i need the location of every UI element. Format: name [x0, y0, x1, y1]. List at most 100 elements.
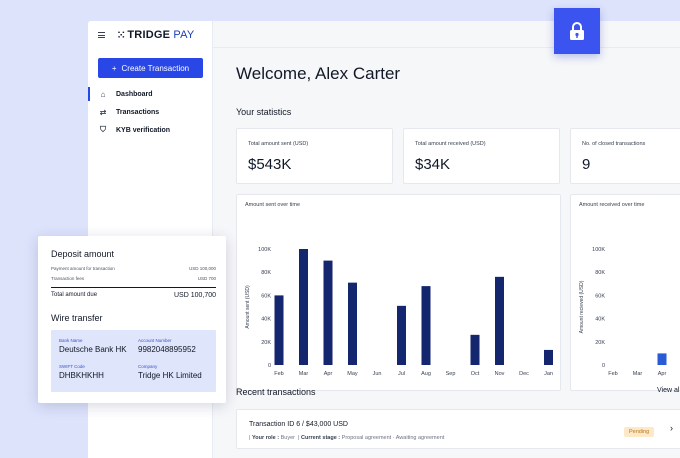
x-tick-label: Jan — [544, 371, 553, 377]
deposit-row: Transaction fees USD 700 — [51, 276, 216, 281]
company-field: Company Tridge HK Limited — [138, 364, 202, 380]
x-tick-label: May — [347, 371, 358, 377]
view-all-link[interactable]: View al — [657, 387, 680, 394]
logo-text: TRIDGE PAY — [127, 29, 194, 41]
sidebar-item-kyb-verification[interactable]: ⛉ KYB verification — [88, 121, 213, 139]
bar — [323, 260, 333, 365]
stat-value: $34K — [415, 156, 451, 173]
x-tick-label: Oct — [471, 371, 480, 377]
chart-card-amount-sent: Amount sent over time 0 20K 40K 60K 80K 100K A… — [236, 194, 561, 391]
x-tick-label: Apr — [658, 371, 667, 377]
x-tick-label: Sep — [446, 371, 456, 377]
swift-code-value: DHBKHKHH — [59, 371, 104, 380]
role-value: Buyer — [280, 435, 295, 441]
amount-received-chart: 0 20K 40K 60K 80K 100K Amount recieved (USD) Fe… — [579, 247, 667, 377]
role-label: Your role : — [251, 435, 280, 441]
create-transaction-button[interactable]: + Create Transaction — [98, 58, 203, 78]
deposit-row: Payment amount for transaction USD 100,0… — [51, 266, 216, 271]
account-number-label: Account Number — [138, 338, 172, 343]
app-window: ⁙ TRIDGE PAY + Create Transaction ⌂ Dash… — [88, 21, 680, 458]
y-tick-label: 0 — [268, 363, 271, 369]
sidebar-nav: ⌂ Dashboard ⇄ Transactions ⛉ KYB verific… — [88, 85, 213, 139]
total-value: USD 100,700 — [173, 292, 216, 299]
swift-code-label: SWIFT Code — [59, 364, 85, 369]
stage-label: Current stage : — [301, 435, 341, 441]
stat-label: No. of closed transactions — [582, 141, 646, 147]
y-tick-label: 60K — [595, 293, 605, 299]
y-tick-label: 20K — [595, 340, 605, 346]
shield-icon: ⛉ — [100, 125, 106, 134]
stat-card-closed-transactions: No. of closed transactions 9 — [570, 128, 680, 184]
account-number-value: 9982048895952 — [138, 345, 196, 354]
y-tick-label: 40K — [595, 317, 605, 323]
amount-sent-chart: 0 20K 40K 60K 80K 100K Amount sent (USD) Feb Mar… — [245, 247, 553, 377]
divider — [51, 287, 216, 288]
y-axis-label: Amount recieved (USD) — [579, 280, 585, 333]
bar — [421, 286, 431, 365]
sidebar-item-dashboard[interactable]: ⌂ Dashboard — [88, 85, 213, 103]
y-tick-label: 60K — [261, 293, 271, 299]
chevron-right-icon[interactable]: › — [670, 423, 673, 433]
bar — [544, 349, 553, 365]
transaction-row[interactable]: Transaction ID 6 / $43,000 USD | Your ro… — [236, 409, 680, 449]
logo-brand: TRIDGE — [127, 29, 171, 41]
sidebar-item-label: KYB verification — [116, 126, 171, 134]
transfer-icon: ⇄ — [99, 107, 107, 117]
statistics-heading: Your statistics — [236, 107, 292, 117]
y-tick-label: 100K — [592, 247, 605, 253]
chart-title: Amount received over time — [579, 202, 645, 208]
bank-details: Bank Name Deutsche Bank HK Account Numbe… — [51, 330, 216, 392]
x-tick-label: Dec — [519, 371, 529, 377]
account-number-field: Account Number 9982048895952 — [138, 338, 196, 354]
chart-card-amount-received: Amount received over time 0 20K 40K 60K 80K 1… — [570, 194, 680, 391]
deposit-title: Deposit amount — [51, 249, 115, 259]
chart-title: Amount sent over time — [245, 202, 301, 208]
deposit-row-label: Transaction fees — [51, 276, 85, 281]
recent-transactions-heading: Recent transactions — [236, 387, 316, 397]
stat-value: $543K — [248, 156, 292, 173]
x-tick-label: Nov — [495, 371, 505, 377]
deposit-card: Deposit amount Payment amount for transa… — [38, 236, 226, 403]
main-content: Welcome, Alex Carter Your statistics Tot… — [213, 21, 680, 458]
deposit-row-label: Payment amount for transaction — [51, 266, 115, 271]
y-tick-label: 20K — [261, 340, 271, 346]
x-tick-label: Jul — [398, 371, 405, 377]
y-tick-label: 100K — [258, 247, 271, 253]
status-badge: Pending — [624, 427, 655, 437]
transaction-meta: | Your role : Buyer | Current stage : Pr… — [249, 435, 445, 441]
hamburger-menu-icon[interactable] — [98, 32, 105, 38]
stat-value: 9 — [582, 156, 591, 173]
wire-transfer-title: Wire transfer — [51, 313, 103, 323]
bar — [397, 305, 406, 365]
x-tick-label: Feb — [274, 371, 283, 377]
create-transaction-label: Create Transaction — [121, 63, 190, 73]
sidebar-item-transactions[interactable]: ⇄ Transactions — [88, 103, 213, 121]
swift-code-field: SWIFT Code DHBKHKHH — [59, 364, 104, 380]
bar — [657, 353, 667, 365]
bar — [495, 276, 504, 365]
bank-name-label: Bank Name — [59, 338, 83, 343]
y-tick-label: 80K — [595, 270, 605, 276]
deposit-row-value: USD 100,000 — [188, 266, 216, 271]
company-label: Company — [138, 364, 158, 369]
sidebar-item-label: Transactions — [116, 108, 160, 116]
bar — [348, 282, 357, 365]
transaction-title: Transaction ID 6 / $43,000 USD — [249, 421, 348, 428]
y-tick-label: 40K — [261, 317, 271, 323]
y-tick-label: 80K — [261, 270, 271, 276]
x-tick-label: Mar — [299, 371, 309, 377]
bar — [470, 334, 480, 365]
top-bar — [213, 21, 680, 48]
y-axis-label: Amount sent (USD) — [245, 285, 251, 329]
bar — [274, 295, 284, 365]
y-tick-label: 0 — [602, 363, 605, 369]
plus-icon: + — [111, 63, 117, 73]
x-tick-label: Jun — [373, 371, 382, 377]
logo-mark-icon: ⁙ — [117, 29, 126, 41]
company-value: Tridge HK Limited — [138, 371, 202, 380]
stat-label: Total amount received (USD) — [415, 141, 486, 147]
lock-icon — [554, 8, 600, 54]
total-label: Total amount due — [51, 292, 98, 298]
bank-name-value: Deutsche Bank HK — [59, 345, 127, 354]
bank-name-field: Bank Name Deutsche Bank HK — [59, 338, 127, 354]
